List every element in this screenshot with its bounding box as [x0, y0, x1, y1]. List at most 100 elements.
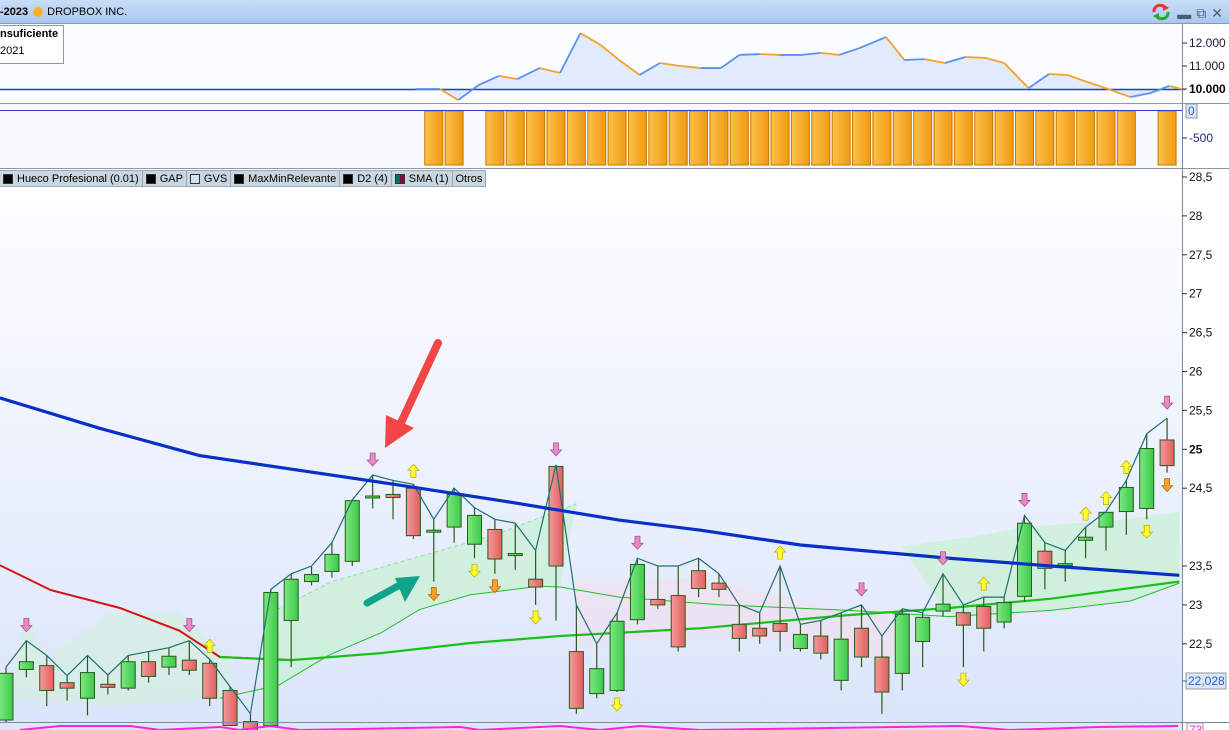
yellow-up-arrow-icon — [1099, 490, 1113, 505]
candle-down — [568, 651, 584, 709]
oscillator-segment — [618, 59, 641, 76]
close-icon[interactable]: ✕ — [1211, 5, 1223, 21]
candle-up — [833, 638, 849, 681]
candle-up — [915, 616, 931, 642]
histogram-bar — [1116, 110, 1136, 166]
oscillator-segment — [559, 32, 582, 74]
oscillator-segment — [439, 88, 459, 101]
candle-down — [874, 656, 890, 693]
candle-down — [955, 612, 971, 626]
yellow-down-arrow-icon — [1140, 524, 1154, 539]
restore-icon[interactable]: ⧉ — [1196, 5, 1207, 21]
candle-up — [467, 514, 483, 545]
channel-upper-line — [270, 503, 577, 614]
price-tick-label: 25,5 — [1189, 403, 1213, 417]
oscillator-segment — [1066, 74, 1088, 83]
histogram-bar — [953, 110, 973, 166]
lower-panel-line — [19, 724, 1179, 730]
candle-down — [100, 683, 116, 688]
legend-item-gvs[interactable]: GVS — [186, 170, 232, 187]
price-tick-label: 28,5 — [1189, 170, 1213, 184]
histogram-bar — [668, 110, 688, 166]
legend-label: GVS — [203, 172, 228, 185]
refresh-icon[interactable] — [1150, 3, 1172, 24]
candle-up — [324, 553, 340, 572]
histogram-bar — [1015, 110, 1034, 166]
legend-item-hueco-profesional-0-01[interactable]: Hueco Profesional (0.01) — [0, 170, 143, 187]
oscillator-segment — [457, 84, 480, 101]
yellow-up-arrow-icon — [1119, 459, 1133, 474]
legend-swatch-icon — [189, 173, 200, 184]
pink-down-arrow-icon — [1018, 493, 1031, 508]
minimize-icon[interactable]: ▬ — [1177, 5, 1192, 22]
candle-up — [1139, 448, 1155, 509]
legend-swatch-icon — [234, 173, 245, 184]
oscillator-segment — [1130, 92, 1151, 98]
candle-down — [385, 493, 401, 499]
legend-label: Hueco Profesional (0.01) — [17, 172, 139, 185]
orange-down-arrow-icon — [1160, 478, 1174, 493]
histogram-bar — [627, 110, 647, 166]
yellow-up-arrow-icon — [773, 545, 787, 560]
legend-label: SMA (1) — [408, 172, 449, 185]
oscillator-segment — [885, 36, 906, 61]
legend-item-maxminrelevante[interactable]: MaxMinRelevante — [231, 170, 341, 187]
candle-up — [507, 553, 523, 557]
histogram-bar — [729, 110, 749, 166]
oscillator-segment — [904, 58, 925, 61]
legend-swatch-icon — [145, 173, 156, 184]
tooltip-line-1: nsuficiente — [0, 28, 59, 40]
candle-down — [650, 598, 666, 606]
oscillator-segment — [759, 53, 781, 56]
pink-down-arrow-icon — [19, 618, 33, 633]
price-tick-label: 28 — [1189, 209, 1203, 223]
oscillator-segment — [720, 54, 740, 69]
candle-up — [120, 661, 136, 689]
candle-down — [711, 582, 727, 590]
pink-down-arrow-icon — [549, 442, 563, 457]
zigzag-line — [5, 417, 1168, 716]
candle-up — [283, 578, 299, 621]
oscillator-segment — [680, 65, 701, 69]
candle-down — [487, 528, 503, 560]
histogram-zero-badge — [1185, 103, 1198, 119]
oscillator-segment — [579, 32, 602, 46]
legend-swatch-icon — [394, 173, 405, 184]
legend-item-d2-4[interactable]: D2 (4) — [340, 170, 392, 187]
candle-up — [0, 672, 14, 721]
histogram-bar — [1035, 110, 1055, 166]
histogram-bar — [444, 110, 464, 166]
price-tick-label: 24,5 — [1189, 481, 1213, 495]
candle-down — [222, 689, 238, 726]
candle-down — [691, 570, 707, 590]
legend-item-gap[interactable]: GAP — [142, 170, 187, 187]
candle-up — [446, 493, 462, 528]
candle-down — [202, 662, 218, 699]
candle-up — [79, 672, 95, 699]
histogram-bar — [424, 110, 444, 166]
price-tick-label: 25 — [1189, 442, 1203, 456]
histogram-bar — [1076, 110, 1096, 166]
sma-long-line — [0, 396, 1180, 577]
price-tick-label: 26 — [1189, 365, 1203, 379]
candle-up — [1098, 511, 1114, 528]
lower-panel — [0, 723, 1182, 730]
legend-label: D2 (4) — [357, 172, 388, 185]
oscillator-segment — [838, 47, 860, 56]
candle-up — [609, 620, 625, 691]
legend-item-otros[interactable]: Otros — [452, 170, 487, 187]
legend-item-sma-1[interactable]: SMA (1) — [391, 170, 453, 187]
price-tick-label: 26,5 — [1189, 326, 1213, 340]
pink-down-arrow-icon — [855, 582, 868, 597]
candle-down — [548, 465, 564, 567]
histogram-bar — [852, 110, 872, 166]
histogram-bar — [505, 110, 525, 166]
oscillator-segment — [739, 53, 760, 56]
yellow-down-arrow-icon — [956, 672, 970, 687]
yellow-up-arrow-icon — [203, 638, 217, 653]
oscillator-segment — [1003, 62, 1030, 89]
histogram-tick-label: -500 — [1189, 131, 1213, 145]
pink-down-arrow-icon — [1160, 395, 1174, 410]
oscillator-segment — [639, 62, 661, 76]
